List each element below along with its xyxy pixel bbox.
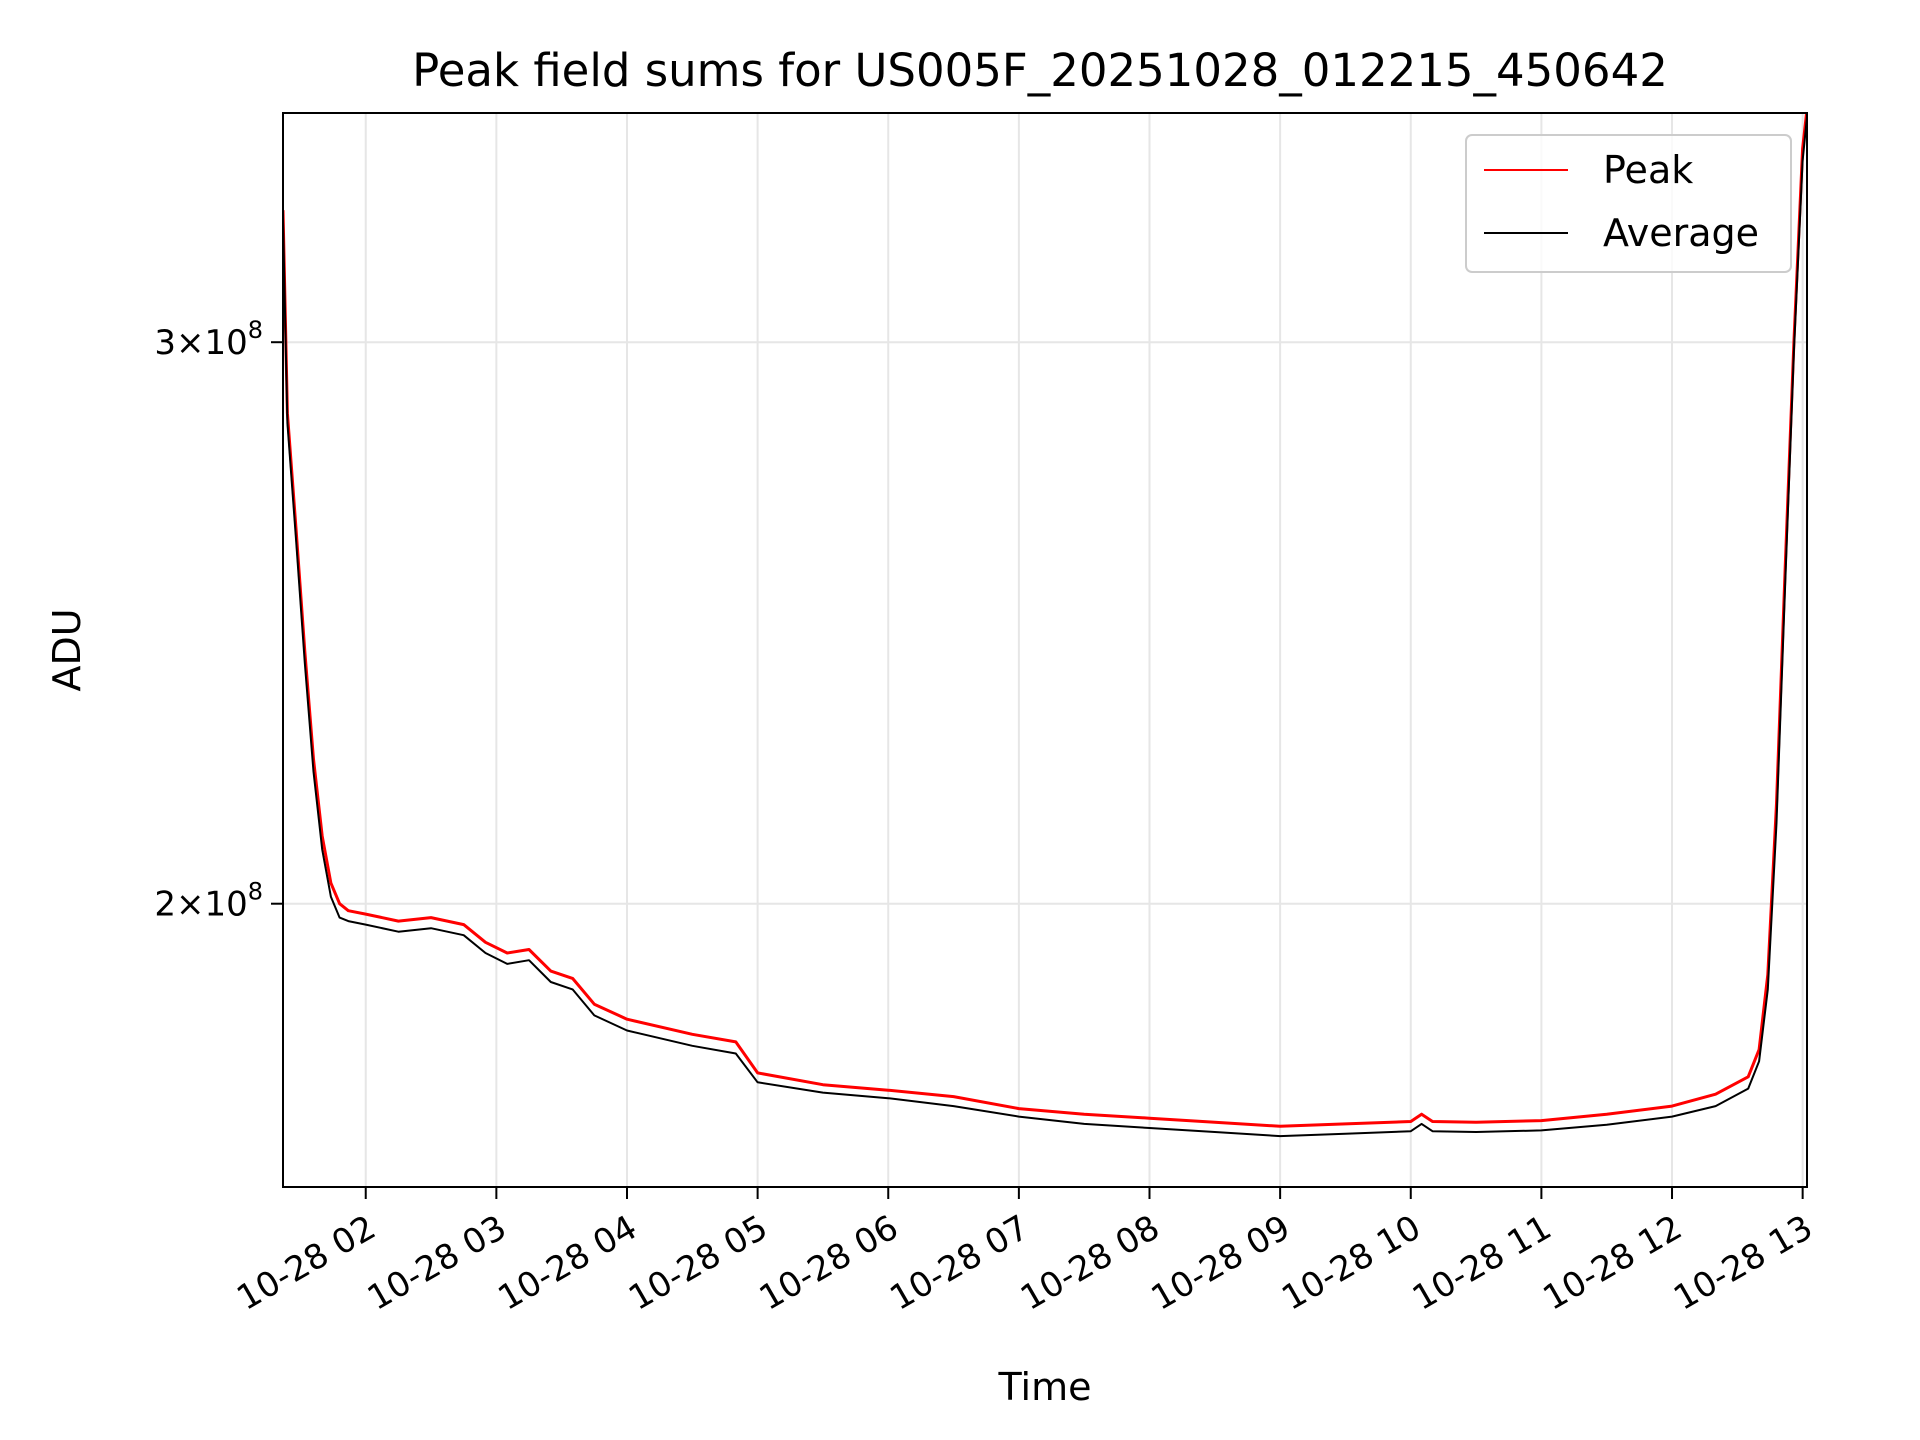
chart-title: Peak field sums for US005F_20251028_0122… bbox=[412, 44, 1668, 97]
plot-frame bbox=[282, 112, 1808, 1188]
legend: Peak Average bbox=[1465, 134, 1792, 273]
plot-area bbox=[282, 112, 1808, 1188]
series-line-average bbox=[283, 116, 1807, 1138]
legend-peak-label: Peak bbox=[1603, 148, 1693, 192]
series-lines bbox=[283, 113, 1807, 1138]
x-axis-label: Time bbox=[998, 1365, 1092, 1409]
y-tick-label: 3×108 bbox=[154, 316, 263, 363]
y-tick-label: 2×108 bbox=[154, 878, 263, 925]
series-line-peak bbox=[283, 113, 1807, 1128]
y-axis-label: ADU bbox=[45, 608, 89, 691]
legend-average-label: Average bbox=[1603, 211, 1759, 255]
y-axis-ticks: 2×108 3×108 bbox=[154, 316, 283, 925]
grid bbox=[283, 113, 1807, 1187]
